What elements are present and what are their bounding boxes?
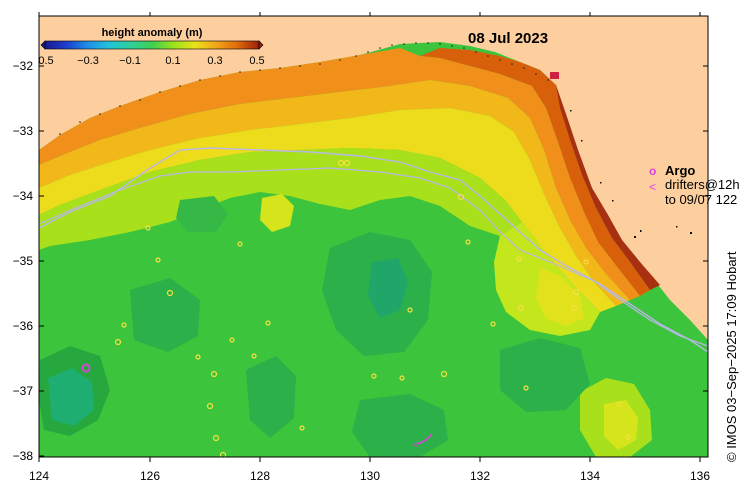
y-tick-label: −34 (13, 189, 34, 203)
coastline-dots (59, 42, 549, 135)
anomaly-patch-north (260, 194, 294, 232)
anomaly-eddy-6 (130, 278, 200, 352)
anomaly-eddy-3 (246, 356, 296, 438)
x-tick-label: 128 (250, 469, 270, 483)
anomaly-band-orange-dark (420, 48, 650, 296)
colorbar-title: height anomaly (m) (102, 27, 203, 39)
colorbar: height anomaly (m) 0.5 −0.3 −0.1 0.1 0.3… (38, 27, 264, 67)
argo-legend-label: Argo (665, 163, 695, 178)
colorbar-tick: −0.3 (77, 55, 99, 67)
x-tick-label: 136 (690, 469, 710, 483)
colorbar-arrow-left (40, 40, 46, 50)
anomaly-patch-east-inner (536, 268, 584, 326)
coastal-red-marker (550, 72, 559, 79)
x-tick-labels: 124 126 128 130 132 134 136 (29, 469, 710, 483)
y-tick-label: −33 (13, 124, 34, 138)
anomaly-band-orange (39, 48, 640, 300)
argo-legend-marker: o (649, 164, 656, 178)
x-tick-label: 132 (470, 469, 490, 483)
y-axis (39, 65, 708, 457)
anomaly-eddy-1-inner (48, 368, 94, 426)
anomaly-band-darkred (550, 85, 660, 290)
drifter-track: < (413, 433, 433, 451)
x-tick-label: 134 (580, 469, 600, 483)
map-plot-area: < (39, 16, 708, 457)
colorbar-tick: 0.1 (165, 55, 180, 67)
svg-text:<: < (413, 440, 419, 451)
x-axis (38, 12, 701, 462)
anomaly-eddy-2-inner (368, 258, 408, 318)
imos-credit: © IMOS 03−Sep−2025 17:09 Hobart (724, 251, 739, 463)
colorbar-tick: 0.5 (38, 55, 53, 67)
shelf-contour-200m (39, 147, 708, 353)
colorbar-arrow-right (258, 40, 264, 50)
y-tick-labels: −32 −33 −34 −35 −36 −37 −38 (13, 59, 34, 463)
x-tick-label: 124 (29, 469, 49, 483)
anomaly-eddy-7 (176, 196, 228, 232)
anomaly-eddy-4 (500, 338, 590, 412)
y-tick-label: −35 (13, 254, 34, 268)
map-date-title: 08 Jul 2023 (468, 30, 548, 47)
anomaly-band-lime (39, 148, 522, 250)
anomaly-band-amber (39, 80, 630, 306)
colorbar-tick: 0.5 (249, 55, 264, 67)
x-tick-label: 130 (360, 469, 380, 483)
y-tick-label: −37 (13, 384, 34, 398)
argo-float-marker (81, 363, 91, 373)
colorbar-gradient (44, 40, 260, 50)
anomaly-band-yellow (39, 108, 616, 312)
y-tick-label: −38 (13, 449, 34, 463)
x-tick-label: 126 (140, 469, 160, 483)
float-markers (114, 159, 631, 457)
drifter-legend-label: drifters@12h (665, 177, 740, 192)
colorbar-tick: 0.3 (207, 55, 222, 67)
y-tick-label: −36 (13, 319, 34, 333)
drifter-legend-marker: < (649, 180, 656, 194)
map-legend: o Argo < drifters@12h to 09/07 122 (649, 163, 740, 207)
shelf-contour-1000m (39, 167, 708, 347)
colorbar-tick: −0.1 (119, 55, 141, 67)
y-tick-label: −32 (13, 59, 34, 73)
plot-frame (38, 15, 709, 458)
drifter-legend-date: to 09/07 122 (665, 192, 737, 207)
island-dots (570, 110, 692, 238)
